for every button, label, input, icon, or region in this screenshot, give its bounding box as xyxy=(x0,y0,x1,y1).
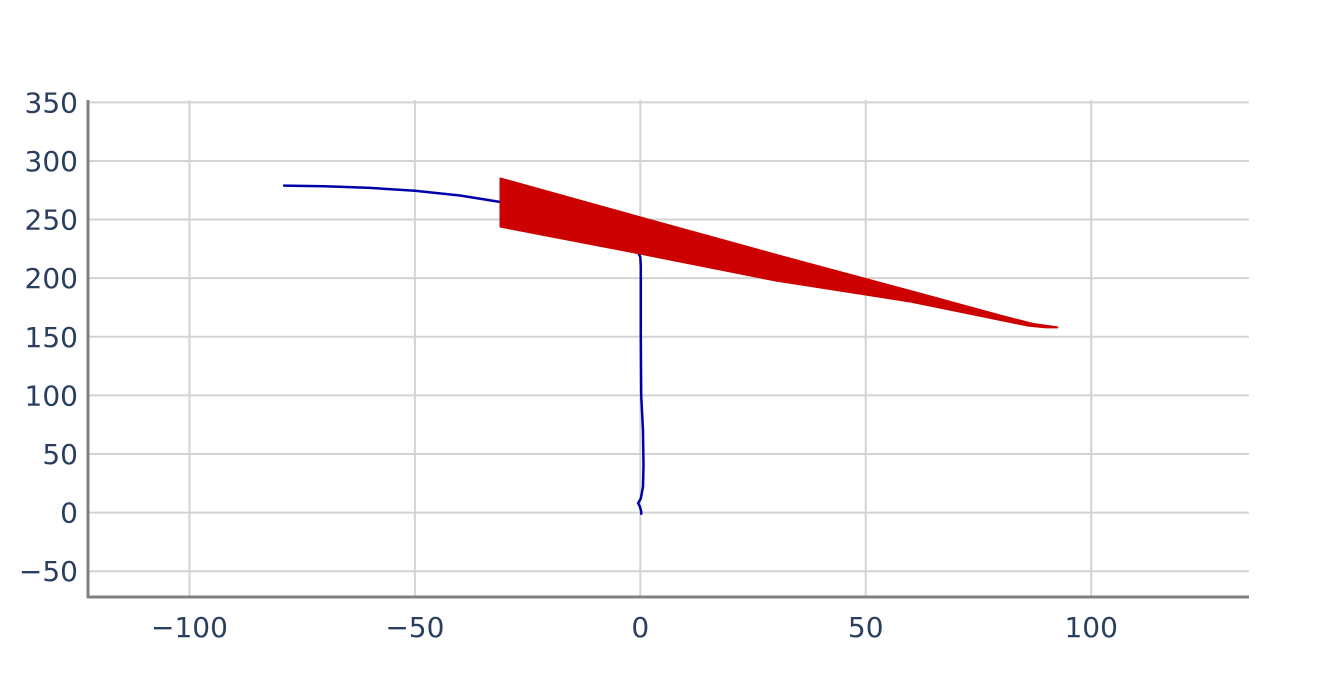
x-tick-label: 0 xyxy=(631,611,649,644)
y-tick-label: −50 xyxy=(19,555,78,588)
x-tick-label: 100 xyxy=(1064,611,1117,644)
plot-series xyxy=(282,177,1059,516)
x-tick-label: 50 xyxy=(848,611,884,644)
y-tick-label: 350 xyxy=(25,86,78,119)
y-tick-label: 0 xyxy=(60,497,78,530)
gridlines xyxy=(88,100,1249,597)
y-tick-label: 100 xyxy=(25,379,78,412)
y-tick-label: 300 xyxy=(25,145,78,178)
x-tick-label: −100 xyxy=(151,611,228,644)
x-tick-label: −50 xyxy=(385,611,444,644)
axes xyxy=(86,100,1249,599)
y-tick-label: 200 xyxy=(25,262,78,295)
blue-trajectory-line xyxy=(282,184,645,516)
tick-labels: −100 −50 0 50 100 −50 0 50 100 150 200 250 300 350 xyxy=(19,86,1118,644)
red-filled-polygon xyxy=(499,177,1059,329)
y-tick-label: 150 xyxy=(25,321,78,354)
y-tick-label: 50 xyxy=(42,438,78,471)
y-tick-label: 250 xyxy=(25,204,78,237)
